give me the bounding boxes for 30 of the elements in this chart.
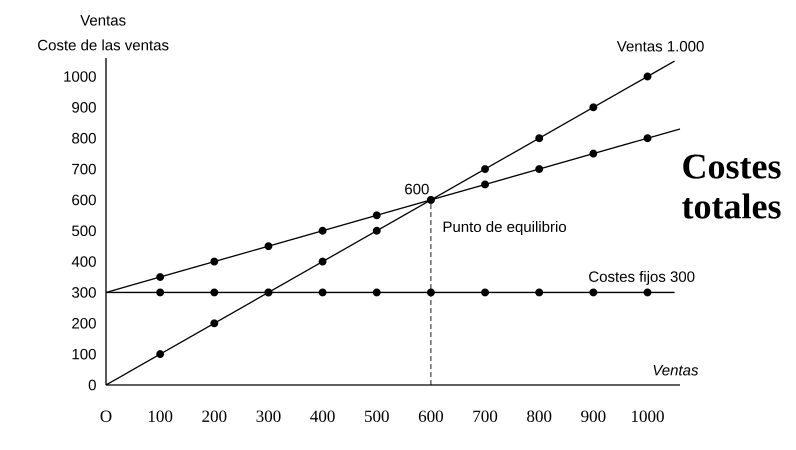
x-tick-label: 400	[310, 410, 335, 422]
text: Coste de las ventas	[38, 39, 168, 50]
y-tick-label: 100	[72, 348, 96, 360]
y-tick-label: 900	[72, 102, 96, 113]
x-tick-label: 1000	[632, 410, 664, 422]
x-tick-label: 300	[256, 410, 281, 422]
x-tick-label: 200	[202, 410, 226, 422]
x-tick-label: 700	[473, 410, 498, 422]
series-label: Ventas 1.000	[616, 40, 704, 52]
y-tick-label: 300	[72, 287, 96, 298]
x-tick-label: 500	[364, 410, 389, 422]
y-tick-label: 700	[72, 164, 96, 174]
y-tick-label: 1000	[64, 71, 96, 82]
x-tick-label: 800	[527, 410, 552, 422]
x-tick-label: O	[100, 410, 112, 422]
series-label: Costes totales	[682, 154, 781, 219]
x-tick-label: 900	[581, 410, 606, 422]
x-tick-label: 600	[418, 410, 444, 422]
y-tick-label: 500	[72, 225, 96, 236]
ref-line-label: Punto de equilibrio	[444, 221, 566, 236]
y-tick-label: 800	[72, 132, 96, 144]
y-tick-label: 600	[72, 194, 96, 206]
y-tick-label: 200	[72, 318, 96, 329]
annotation: 600	[405, 184, 429, 194]
x-tick-label: 100	[148, 410, 172, 422]
y-tick-label: 0	[88, 380, 96, 390]
y-tick-label: 400	[72, 256, 96, 267]
y-axis-title: Ventas	[80, 15, 126, 26]
series-label: Costes fijos 300	[589, 270, 694, 285]
x-axis-title: Ventas	[654, 364, 698, 376]
